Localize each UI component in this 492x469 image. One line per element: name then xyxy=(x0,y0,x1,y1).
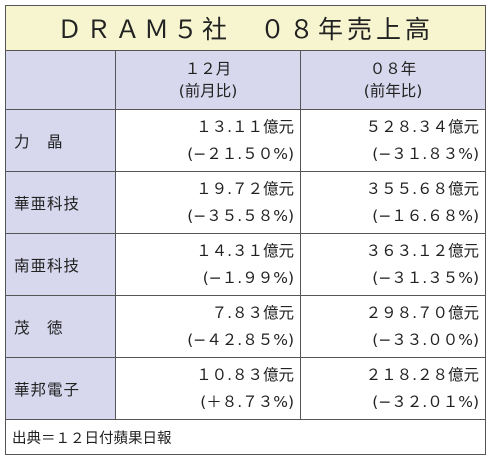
december-sales-change: (−１.９９%) xyxy=(202,268,294,287)
december-sales-change: (−３５.５８%) xyxy=(187,206,294,225)
december-sales-value: ７.８３億元 xyxy=(211,303,294,322)
column-header-2008-sub: (前年比) xyxy=(363,82,423,100)
december-sales-value: １０.８３億元 xyxy=(196,365,294,384)
annual-sales-change: (−３２.０１%) xyxy=(372,392,480,411)
table-row: 茂 徳 ７.８３億元 (−４２.８５%) ２９８.７０億元 (−３３.００%) xyxy=(5,295,487,358)
column-header-2008-label: ０８年 xyxy=(369,60,417,78)
annual-sales-change: (−１６.６８%) xyxy=(372,206,480,225)
annual-sales-value: ３５５.６８億元 xyxy=(365,179,480,198)
december-sales: １９.７２億元 (−３５.５８%) xyxy=(115,171,301,234)
table-title: ＤＲＡＭ５社 ０８年売上高 xyxy=(4,5,487,51)
annual-sales-change: (−３１.８３%) xyxy=(372,144,480,163)
december-sales: １４.３１億元 (−１.９９%) xyxy=(115,233,301,296)
annual-sales-value: ３６３.１２億元 xyxy=(365,241,480,260)
december-sales: ７.８３億元 (−４２.８５%) xyxy=(115,295,301,358)
annual-sales: ３６３.１２億元 (−３１.３５%) xyxy=(299,233,487,296)
dram-sales-table: ＤＲＡＭ５社 ０８年売上高 １２月 (前月比) ０８年 (前年比) 力 晶 １３… xyxy=(4,5,487,455)
december-sales-value: １９.７２億元 xyxy=(196,179,294,198)
annual-sales: ２９８.７０億元 (−３３.００%) xyxy=(299,295,487,358)
company-name: 華亜科技 xyxy=(5,171,116,234)
annual-sales-change: (−３１.３５%) xyxy=(372,268,480,287)
annual-sales: ３５５.６８億元 (−１６.６８%) xyxy=(299,171,487,234)
company-name: 華邦電子 xyxy=(5,357,116,420)
table-row: 南亜科技 １４.３１億元 (−１.９９%) ３６３.１２億元 (−３１.３５%) xyxy=(5,233,487,296)
company-name: 力 晶 xyxy=(5,109,116,172)
header-blank-cell xyxy=(5,50,116,110)
company-name: 南亜科技 xyxy=(5,233,116,296)
december-sales-change: (＋８.７３%) xyxy=(200,392,294,411)
december-sales-value: １３.１１億元 xyxy=(196,117,294,136)
column-header-december-sub: (前月比) xyxy=(178,82,238,100)
table-row: 華邦電子 １０.８３億元 (＋８.７３%) ２１８.２８億元 (−３２.０１%) xyxy=(5,357,487,420)
december-sales: １０.８３億元 (＋８.７３%) xyxy=(115,357,301,420)
annual-sales-value: ５２８.３４億元 xyxy=(365,117,480,136)
december-sales-change: (−２１.５０%) xyxy=(187,144,294,163)
source-note: 出典＝１２日付蘋果日報 xyxy=(4,419,487,455)
column-header-december-label: １２月 xyxy=(184,60,232,78)
annual-sales-change: (−３３.００%) xyxy=(372,330,480,349)
december-sales-value: １４.３１億元 xyxy=(196,241,294,260)
december-sales: １３.１１億元 (−２１.５０%) xyxy=(115,109,301,172)
annual-sales-value: ２９８.７０億元 xyxy=(365,303,480,322)
column-header-december: １２月 (前月比) xyxy=(115,50,301,110)
december-sales-change: (−４２.８５%) xyxy=(187,330,294,349)
table-row: 華亜科技 １９.７２億元 (−３５.５８%) ３５５.６８億元 (−１６.６８%… xyxy=(5,171,487,234)
annual-sales: ５２８.３４億元 (−３１.８３%) xyxy=(299,109,487,172)
annual-sales-value: ２１８.２８億元 xyxy=(365,365,480,384)
column-header-2008: ０８年 (前年比) xyxy=(299,50,487,110)
company-name: 茂 徳 xyxy=(5,295,116,358)
table-row: 力 晶 １３.１１億元 (−２１.５０%) ５２８.３４億元 (−３１.８３%) xyxy=(5,109,487,172)
annual-sales: ２１８.２８億元 (−３２.０１%) xyxy=(299,357,487,420)
